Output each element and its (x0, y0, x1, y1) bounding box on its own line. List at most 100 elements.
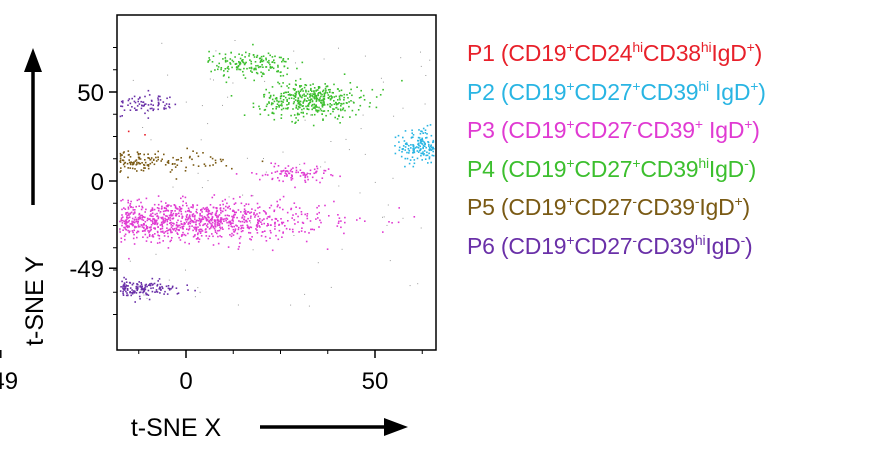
data-point (217, 235, 219, 238)
data-point (288, 97, 290, 100)
data-point (246, 221, 248, 223)
data-point (280, 218, 282, 220)
data-point (126, 211, 129, 214)
data-point (176, 293, 179, 295)
data-point (220, 219, 223, 221)
data-point (148, 298, 151, 301)
data-point (151, 220, 154, 222)
data-point (135, 287, 138, 290)
data-point (149, 158, 152, 161)
series-p4 (207, 43, 403, 127)
data-point (157, 97, 159, 99)
legend-text: IgD (708, 155, 745, 182)
data-point (141, 206, 144, 209)
data-point (251, 172, 253, 174)
legend-superscript: - (632, 193, 637, 209)
data-point (230, 52, 232, 54)
data-point (299, 169, 302, 171)
data-point (292, 94, 295, 96)
data-point (219, 207, 222, 210)
data-point (147, 167, 150, 170)
data-point (167, 205, 169, 208)
data-point (266, 174, 269, 176)
data-point (222, 158, 224, 161)
data-point (119, 155, 122, 157)
data-point (250, 211, 253, 214)
data-point (125, 294, 128, 297)
data-point (241, 54, 243, 56)
data-point (122, 198, 124, 201)
noise-point (265, 171, 267, 173)
data-point (189, 216, 191, 218)
data-point (138, 291, 141, 294)
data-point (254, 214, 257, 217)
data-point (253, 213, 255, 216)
data-point (286, 104, 288, 106)
data-point (317, 217, 319, 219)
legend-text: CD27 (574, 232, 633, 259)
data-point (272, 102, 274, 105)
data-point (291, 171, 294, 173)
data-point (164, 217, 166, 220)
data-point (176, 164, 179, 166)
noise-point (393, 115, 395, 117)
legend-superscript: + (566, 39, 575, 55)
data-point (161, 224, 163, 226)
data-point (258, 220, 261, 222)
data-point (316, 109, 319, 112)
data-point (313, 106, 316, 108)
data-point (256, 72, 259, 75)
data-point (128, 219, 130, 222)
data-point (217, 68, 219, 71)
data-point (404, 165, 406, 168)
data-point (422, 145, 425, 147)
data-point (408, 144, 410, 147)
data-point (323, 95, 326, 98)
data-point (337, 99, 339, 101)
data-point (135, 218, 138, 221)
data-point (239, 61, 242, 64)
data-point (167, 287, 170, 290)
data-point (166, 227, 168, 229)
data-point (127, 99, 130, 102)
data-point (167, 218, 170, 220)
data-point (312, 93, 314, 95)
data-point (327, 89, 330, 91)
data-point (147, 89, 150, 92)
data-point (311, 95, 314, 97)
data-point (150, 219, 152, 222)
data-point (272, 108, 274, 110)
data-point (308, 93, 311, 96)
data-point (143, 164, 146, 167)
data-point (327, 97, 330, 99)
data-point (291, 175, 293, 178)
data-point (232, 210, 235, 212)
data-point (324, 169, 327, 172)
data-point (207, 61, 209, 63)
data-point (300, 211, 303, 213)
data-point (303, 99, 306, 102)
data-point (317, 89, 319, 91)
legend-item-p4: P4 (CD19+CD27+CD39hiIgD-) (467, 150, 766, 189)
data-point (217, 216, 219, 218)
data-point (211, 218, 213, 220)
data-point (265, 105, 268, 108)
data-point (322, 118, 324, 120)
data-point (290, 179, 293, 181)
data-point (218, 214, 221, 216)
data-point (120, 199, 122, 202)
data-point (423, 141, 426, 143)
data-point (286, 100, 288, 102)
legend-superscript: + (566, 116, 575, 132)
data-point (182, 195, 184, 198)
data-point (413, 148, 415, 150)
data-point (321, 104, 324, 107)
data-point (251, 236, 253, 238)
data-point (123, 156, 126, 158)
data-point (123, 282, 126, 284)
data-point (323, 102, 325, 105)
data-point (426, 124, 429, 127)
data-point (293, 219, 296, 221)
data-point (182, 204, 184, 207)
noise-point (146, 297, 148, 299)
